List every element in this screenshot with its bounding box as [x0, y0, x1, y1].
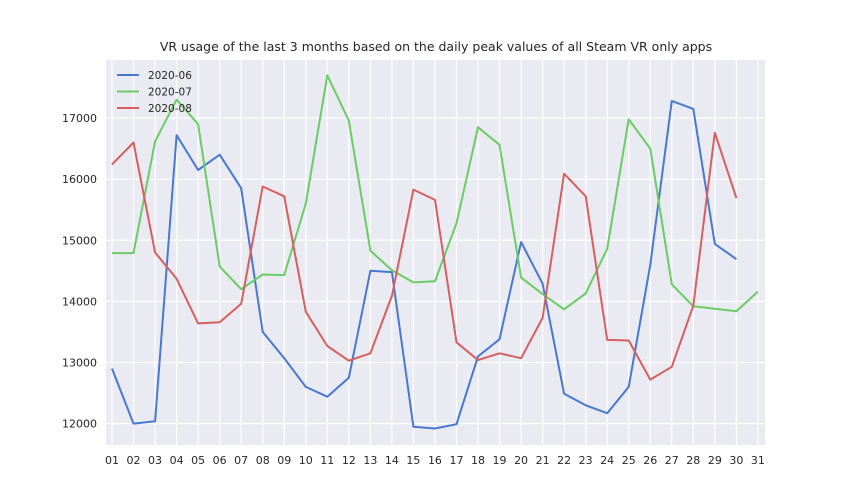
x-tick-label: 22 — [557, 454, 571, 467]
x-tick-label: 26 — [643, 454, 657, 467]
legend-label: 2020-07 — [148, 87, 192, 99]
y-tick-label: 15000 — [62, 234, 97, 247]
x-tick-label: 30 — [729, 454, 743, 467]
x-tick-label: 14 — [385, 454, 399, 467]
legend-label: 2020-06 — [148, 70, 192, 82]
x-tick-label: 03 — [148, 454, 162, 467]
series-line-2020-06 — [111, 99, 737, 430]
legend: 2020-06 2020-07 2020-08 — [117, 70, 192, 115]
x-tick-label: 24 — [600, 454, 614, 467]
legend-label: 2020-08 — [148, 103, 192, 115]
x-tick-label: 10 — [299, 454, 313, 467]
x-tick-label: 16 — [428, 454, 442, 467]
y-tick-label: 14000 — [62, 295, 97, 308]
x-tick-label: 21 — [536, 454, 550, 467]
x-tick-label: 28 — [686, 454, 700, 467]
x-tick-label: 07 — [234, 454, 248, 467]
y-tick-label: 13000 — [62, 357, 97, 370]
x-tick-label: 05 — [191, 454, 205, 467]
x-tick-label: 19 — [493, 454, 507, 467]
x-tick-label: 31 — [751, 454, 765, 467]
series-line-2020-07 — [112, 74, 759, 313]
x-tick-label: 18 — [471, 454, 485, 467]
x-tick-label: 02 — [127, 454, 141, 467]
x-tick-label: 04 — [170, 454, 184, 467]
y-tick-label: 12000 — [62, 418, 97, 431]
x-tick-label: 20 — [514, 454, 528, 467]
x-tick-label: 29 — [708, 454, 722, 467]
x-tick-label: 25 — [622, 454, 636, 467]
y-axis-ticks: 12000 13000 14000 15000 16000 17000 — [62, 112, 97, 431]
x-tick-label: 12 — [342, 454, 356, 467]
x-tick-label: 11 — [320, 454, 334, 467]
y-tick-label: 17000 — [62, 112, 97, 125]
x-tick-label: 27 — [665, 454, 679, 467]
series-layer — [111, 74, 759, 430]
chart-title: VR usage of the last 3 months based on t… — [160, 39, 712, 54]
y-tick-label: 16000 — [62, 173, 97, 186]
x-tick-label: 06 — [213, 454, 227, 467]
x-tick-label: 15 — [406, 454, 420, 467]
x-axis-ticks: 01 02 03 04 05 06 07 08 09 10 11 12 13 14 15 16 17 18 19 20… — [105, 454, 765, 467]
x-tick-label: 08 — [256, 454, 270, 467]
x-tick-label: 13 — [363, 454, 377, 467]
x-tick-label: 09 — [277, 454, 291, 467]
x-tick-label: 17 — [449, 454, 463, 467]
series-line-2020-08 — [111, 131, 738, 381]
x-tick-label: 01 — [105, 454, 119, 467]
x-tick-label: 23 — [579, 454, 593, 467]
